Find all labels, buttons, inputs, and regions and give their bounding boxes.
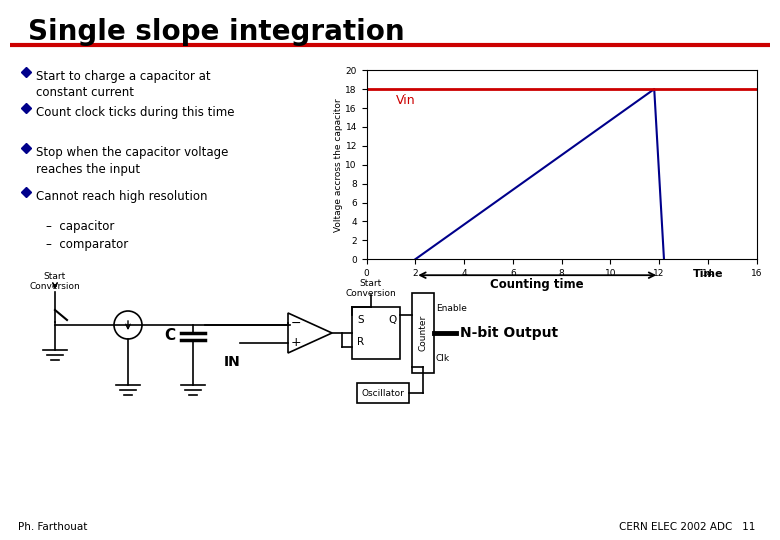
- Text: CERN ELEC 2002 ADC   11: CERN ELEC 2002 ADC 11: [619, 522, 755, 532]
- Text: Time: Time: [693, 269, 723, 279]
- Text: –  comparator: – comparator: [46, 238, 128, 251]
- Text: Single slope integration: Single slope integration: [28, 18, 405, 46]
- Text: Count clock ticks during this time: Count clock ticks during this time: [36, 106, 235, 119]
- Text: Q: Q: [388, 315, 396, 325]
- Bar: [357, 383, 409, 403]
- Text: Oscillator: Oscillator: [362, 388, 405, 397]
- Text: Clk: Clk: [436, 354, 450, 363]
- Text: Cannot reach high resolution: Cannot reach high resolution: [36, 190, 207, 203]
- Text: IN: IN: [224, 355, 240, 369]
- Text: C: C: [164, 328, 175, 343]
- Text: Start to charge a capacitor at
constant current: Start to charge a capacitor at constant …: [36, 70, 211, 99]
- Text: Counter: Counter: [419, 315, 427, 351]
- Text: +: +: [291, 336, 302, 349]
- Text: Vin: Vin: [395, 94, 416, 107]
- Text: Ph. Farthouat: Ph. Farthouat: [18, 522, 87, 532]
- Text: Start
Conversion: Start Conversion: [346, 279, 396, 299]
- Text: Enable: Enable: [436, 304, 467, 313]
- Y-axis label: Voltage accross the capacitor: Voltage accross the capacitor: [334, 98, 342, 232]
- Text: –  capacitor: – capacitor: [46, 220, 115, 233]
- Text: N-bit Output: N-bit Output: [460, 326, 558, 340]
- Text: Counting time: Counting time: [491, 278, 584, 291]
- Bar: [412, 293, 434, 373]
- Bar: [352, 307, 400, 359]
- Text: S: S: [357, 315, 363, 325]
- Text: Stop when the capacitor voltage
reaches the input: Stop when the capacitor voltage reaches …: [36, 146, 229, 176]
- Text: −: −: [291, 316, 302, 329]
- Text: R: R: [357, 337, 364, 347]
- Text: Start
Conversion: Start Conversion: [30, 272, 80, 292]
